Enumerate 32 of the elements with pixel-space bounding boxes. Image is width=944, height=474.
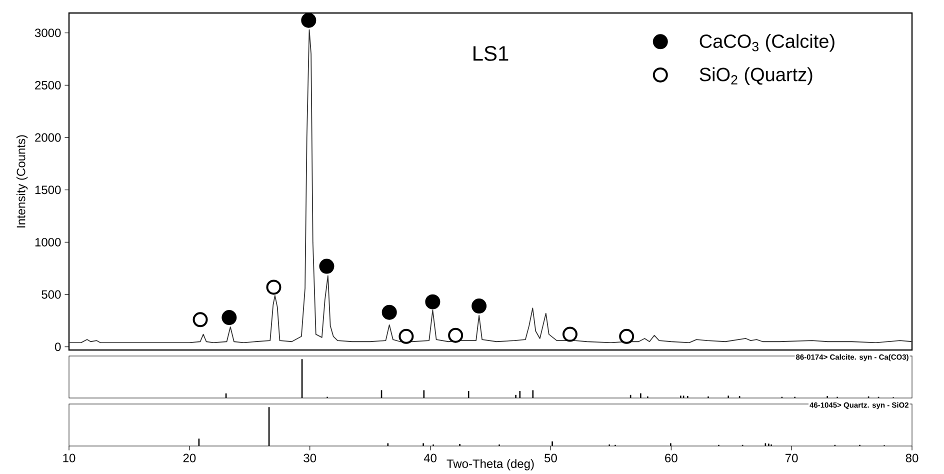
point [398,328,414,344]
point [448,328,464,343]
point [382,304,397,320]
y-tick-label: 1500 [35,186,61,194]
point [192,312,208,328]
point [319,258,334,274]
y-tick-label: 0 [55,342,61,352]
point [301,12,316,28]
x-tick-label: 40 [424,454,436,462]
annotation: LS1 [474,46,508,61]
x-tick-label: 10 [63,454,76,462]
legend-label: CaCO$_{3}$ (Calcite) [700,34,834,52]
y-tick-label: 1000 [35,238,61,246]
x-tick-label: 30 [304,454,316,462]
point [472,298,487,314]
y-tick-label: 3000 [34,28,61,38]
y-tick-label: 2500 [35,80,61,90]
legend-label: SiO$_{2}$ (Quartz) [700,67,812,86]
x-tick-label: 20 [183,454,196,462]
point [222,310,237,326]
x-tick-label: 80 [906,454,918,462]
point [425,294,440,310]
point [619,328,634,344]
x-tick-label: 50 [544,454,557,462]
point [562,326,578,342]
y-tick-label: 2000 [35,133,61,142]
x-tick-label: 70 [786,454,798,462]
point [266,280,282,295]
y-tick-label: 500 [42,290,61,299]
y-axis-title: Intensity (Counts) [16,135,28,228]
x-axis-title: Two-Theta (deg) [446,459,534,470]
x-tick-label: 60 [665,454,678,462]
